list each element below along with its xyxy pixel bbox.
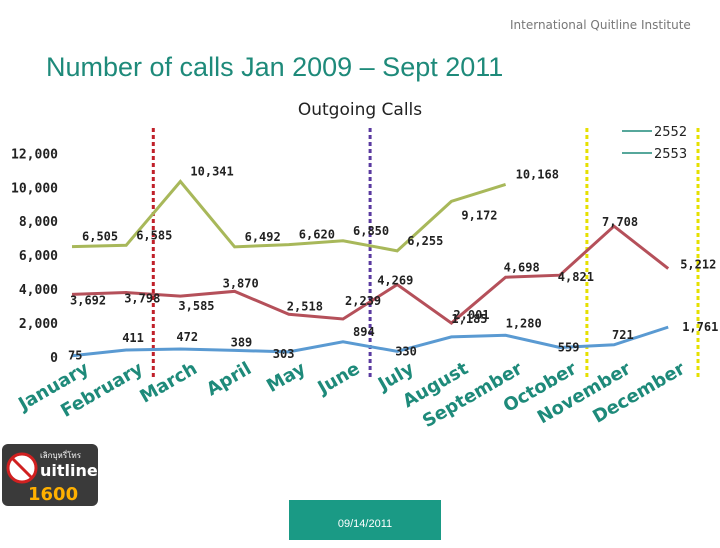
data-label: 303 [273,347,295,361]
data-label: 4,269 [377,274,413,288]
logo-text-top: เลิกบุหรี่โทร [40,449,82,460]
data-label: 9,172 [461,208,497,222]
chart-title: Outgoing Calls [297,100,423,120]
data-label: 894 [353,325,375,339]
data-label: 1,280 [506,316,542,330]
brand-logo: International Quitline Institute [510,18,691,32]
series-line-series-3 [71,325,669,358]
legend-label: 2552 [654,125,687,140]
data-label: 3,692 [70,293,106,307]
data-label: 6,505 [82,230,118,244]
data-label: 10,168 [516,167,559,181]
x-tick-label: June [313,358,364,399]
y-tick-label: 8,000 [19,215,58,230]
data-label: 559 [558,341,580,355]
data-label: 330 [395,344,417,358]
data-label: 472 [176,330,198,344]
data-label: 1,185 [451,312,487,326]
logo-text-mid: uitline [40,461,98,480]
data-label: 2,001 [453,308,489,322]
logo-number: 1600 [28,484,78,505]
data-label: 6,850 [353,224,389,238]
data-label: 2,518 [287,299,323,313]
y-tick-label: 0 [50,351,58,366]
data-label: 411 [122,331,144,345]
data-label: 6,620 [299,228,335,242]
data-label: 6,585 [136,228,172,242]
x-tick-label: May [263,358,309,397]
data-label: 7,708 [602,215,638,229]
y-tick-label: 6,000 [19,249,58,264]
data-label: 10,341 [190,165,233,179]
data-label: 3,798 [124,292,160,306]
data-label: 5,212 [680,258,716,272]
data-label: 3,870 [223,276,259,290]
series-line-2553 [71,224,670,325]
data-label: 4,821 [558,270,594,284]
legend-label: 2553 [654,147,687,162]
slide-title: Number of calls Jan 2009 – Sept 2011 [46,52,504,82]
x-tick-label: March [136,358,201,407]
data-label: 2,239 [345,294,381,308]
y-tick-label: 4,000 [19,283,58,298]
x-tick-label: April [203,358,255,400]
y-tick-label: 2,000 [19,317,58,332]
data-label: 6,492 [245,230,281,244]
data-label: 6,255 [407,234,443,248]
data-label: 721 [612,328,634,342]
series-line-2552 [71,179,507,253]
y-tick-label: 10,000 [11,181,58,196]
y-tick-label: 12,000 [11,147,58,162]
data-label: 75 [68,349,82,363]
footer-date: 09/14/2011 [289,500,441,540]
quitline-logo: เลิกบุหรี่โทร uitline 1600 [2,444,98,506]
data-label: 3,585 [178,299,214,313]
data-label: 389 [231,335,253,349]
data-label: 1,761 [682,320,718,334]
data-label: 4,698 [504,260,540,274]
